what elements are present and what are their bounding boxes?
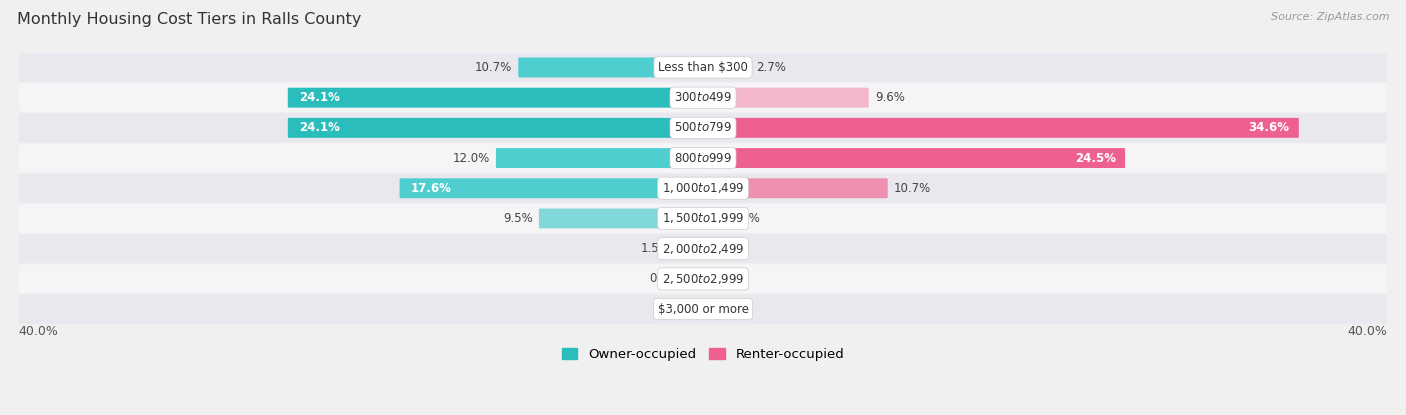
Text: 10.7%: 10.7% — [894, 182, 931, 195]
Text: $500 to $799: $500 to $799 — [673, 121, 733, 134]
Text: Monthly Housing Cost Tiers in Ralls County: Monthly Housing Cost Tiers in Ralls Coun… — [17, 12, 361, 27]
FancyBboxPatch shape — [496, 148, 703, 168]
FancyBboxPatch shape — [693, 269, 703, 289]
Text: 40.0%: 40.0% — [1348, 325, 1388, 338]
Text: 40.0%: 40.0% — [18, 325, 58, 338]
FancyBboxPatch shape — [519, 58, 703, 78]
Text: 0.0%: 0.0% — [710, 242, 740, 255]
Text: $2,000 to $2,499: $2,000 to $2,499 — [662, 242, 744, 256]
Text: 0.54%: 0.54% — [650, 272, 688, 286]
Text: 2.7%: 2.7% — [756, 61, 786, 74]
Text: 17.6%: 17.6% — [411, 182, 451, 195]
Text: $1,000 to $1,499: $1,000 to $1,499 — [662, 181, 744, 195]
Text: 1.2%: 1.2% — [731, 212, 761, 225]
Text: $300 to $499: $300 to $499 — [673, 91, 733, 104]
Text: 34.6%: 34.6% — [1249, 121, 1289, 134]
Text: Less than $300: Less than $300 — [658, 61, 748, 74]
Text: 24.1%: 24.1% — [299, 91, 340, 104]
FancyBboxPatch shape — [538, 208, 703, 228]
FancyBboxPatch shape — [703, 148, 1125, 168]
FancyBboxPatch shape — [20, 174, 1386, 203]
FancyBboxPatch shape — [703, 208, 724, 228]
Text: 24.1%: 24.1% — [299, 121, 340, 134]
Text: 10.7%: 10.7% — [475, 61, 512, 74]
Text: 9.6%: 9.6% — [875, 91, 905, 104]
FancyBboxPatch shape — [288, 88, 703, 107]
FancyBboxPatch shape — [20, 53, 1386, 82]
FancyBboxPatch shape — [20, 204, 1386, 233]
FancyBboxPatch shape — [20, 264, 1386, 293]
Text: 24.5%: 24.5% — [1074, 151, 1116, 165]
Text: $2,500 to $2,999: $2,500 to $2,999 — [662, 272, 744, 286]
FancyBboxPatch shape — [20, 295, 1386, 324]
FancyBboxPatch shape — [20, 144, 1386, 173]
FancyBboxPatch shape — [703, 88, 869, 107]
Text: $1,500 to $1,999: $1,500 to $1,999 — [662, 212, 744, 225]
Text: 9.5%: 9.5% — [503, 212, 533, 225]
Text: $3,000 or more: $3,000 or more — [658, 303, 748, 315]
FancyBboxPatch shape — [703, 58, 751, 78]
FancyBboxPatch shape — [399, 178, 703, 198]
FancyBboxPatch shape — [676, 239, 703, 259]
Text: 0.0%: 0.0% — [710, 272, 740, 286]
Legend: Owner-occupied, Renter-occupied: Owner-occupied, Renter-occupied — [557, 343, 849, 366]
FancyBboxPatch shape — [20, 83, 1386, 112]
FancyBboxPatch shape — [703, 178, 887, 198]
Text: $800 to $999: $800 to $999 — [673, 151, 733, 165]
Text: 0.0%: 0.0% — [710, 303, 740, 315]
Text: 12.0%: 12.0% — [453, 151, 489, 165]
FancyBboxPatch shape — [703, 118, 1299, 138]
FancyBboxPatch shape — [288, 118, 703, 138]
Text: Source: ZipAtlas.com: Source: ZipAtlas.com — [1271, 12, 1389, 22]
Text: 1.5%: 1.5% — [641, 242, 671, 255]
Text: 0.03%: 0.03% — [658, 303, 696, 315]
FancyBboxPatch shape — [20, 113, 1386, 142]
FancyBboxPatch shape — [20, 234, 1386, 263]
FancyBboxPatch shape — [702, 299, 703, 319]
